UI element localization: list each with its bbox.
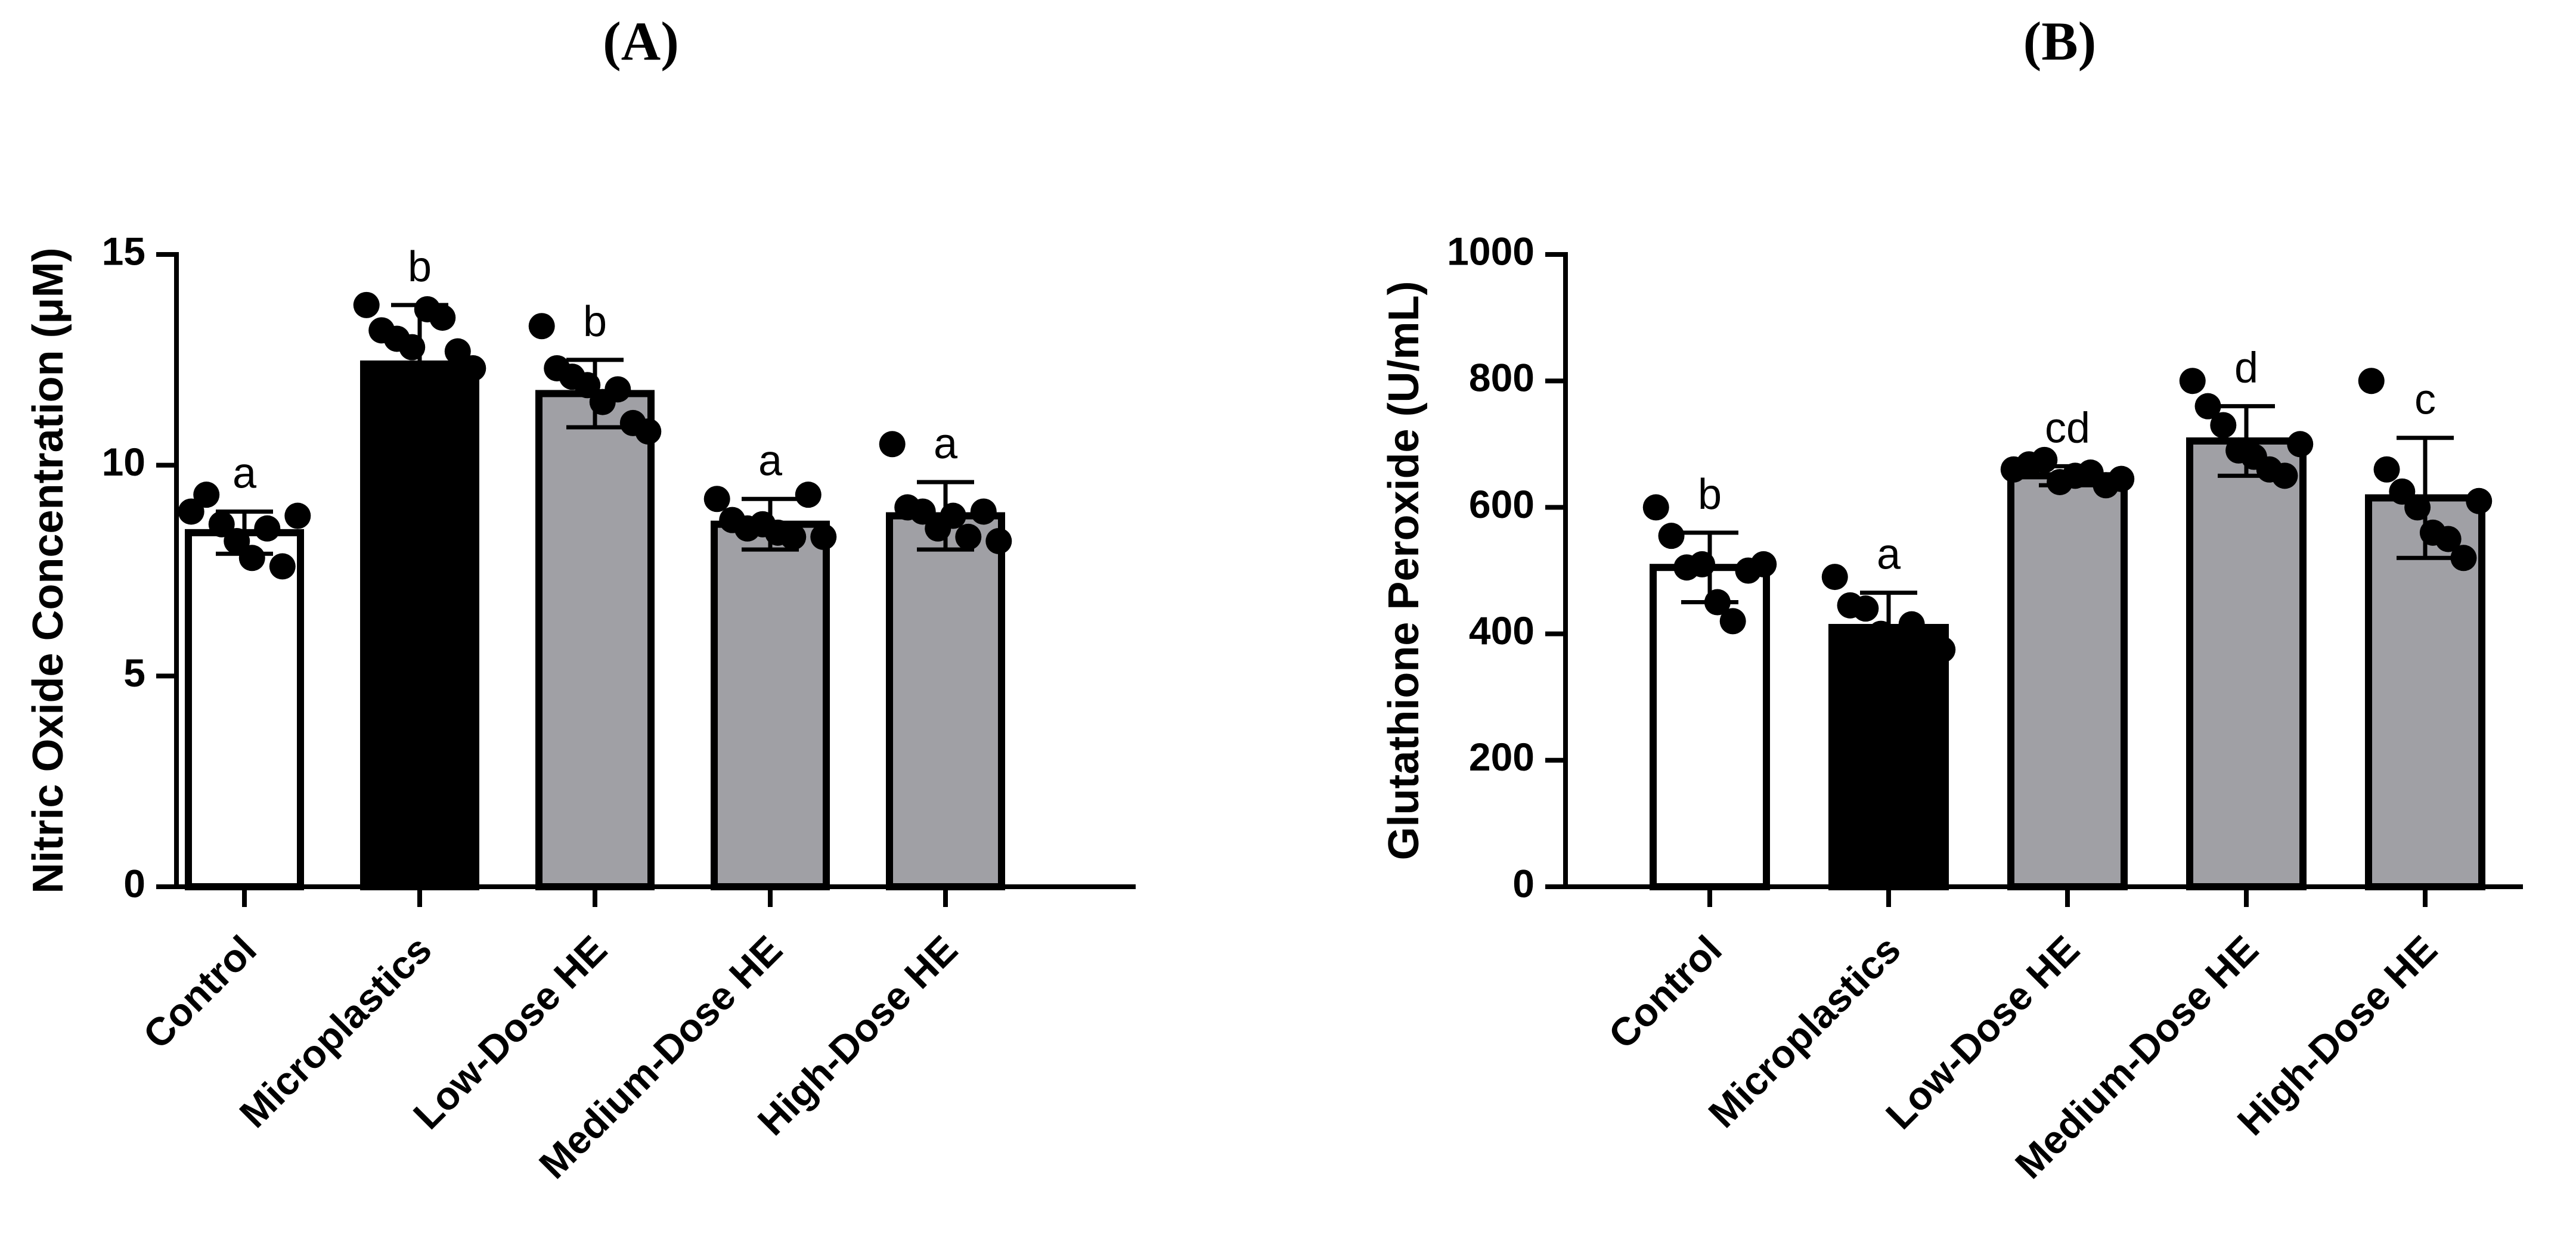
data-point <box>2435 526 2462 552</box>
chart-panel-b: (B) Glutathione Peroxide (U/mL) b Control a M… <box>1380 11 2523 1187</box>
data-point <box>2373 456 2400 483</box>
significance-letter: c <box>2414 376 2436 424</box>
y-tick-label: 5 <box>123 651 145 695</box>
y-tick-label: 15 <box>102 229 145 273</box>
x-tick-label: Control <box>135 927 265 1057</box>
y-tick-label: 400 <box>1469 608 1535 653</box>
bar <box>1828 623 1949 890</box>
data-point <box>703 486 730 512</box>
data-point <box>1658 523 1685 549</box>
y-tick-label: 200 <box>1469 735 1535 779</box>
significance-letter: a <box>758 437 783 484</box>
y-tick-label: 600 <box>1469 482 1535 526</box>
data-point <box>635 418 662 445</box>
data-point <box>810 523 837 550</box>
bar <box>886 512 1005 890</box>
bar <box>2186 437 2307 890</box>
data-point <box>879 431 906 458</box>
bar <box>535 390 655 890</box>
data-point <box>1719 608 1746 635</box>
bar-group-3: cd <box>2000 404 2135 890</box>
data-point <box>1821 564 1848 591</box>
bar <box>2007 472 2128 890</box>
data-point <box>269 553 296 580</box>
data-point <box>970 498 997 525</box>
data-point <box>254 515 281 542</box>
data-point <box>1642 494 1669 521</box>
x-tick-label: Control <box>1600 927 1730 1057</box>
data-point <box>429 305 456 331</box>
data-point <box>444 338 471 365</box>
x-tick-label: Microplastics <box>1700 927 1909 1136</box>
data-point <box>1929 636 1956 663</box>
significance-letter: b <box>408 243 432 291</box>
data-point <box>955 523 982 550</box>
bar-group-2: b <box>353 243 486 890</box>
panel-label: (A) <box>603 11 679 72</box>
data-point <box>193 482 220 508</box>
bar <box>711 520 830 890</box>
bar <box>360 360 479 890</box>
bar-group-2: a <box>1821 531 1956 890</box>
data-point <box>528 313 555 340</box>
chart-panel-a: (A) Nitric Oxide Concentration (μM) a Contr… <box>24 11 1136 1187</box>
data-point <box>353 291 380 318</box>
bar-group-4: a <box>703 437 837 890</box>
y-tick-label: 10 <box>102 440 145 484</box>
data-point <box>2210 412 2237 439</box>
data-point <box>2179 368 2206 395</box>
y-tick-label: 800 <box>1469 356 1535 400</box>
data-point <box>178 498 204 525</box>
significance-letter: b <box>583 298 607 346</box>
data-point <box>605 376 631 403</box>
bar <box>185 529 304 890</box>
bar-group-5: a <box>879 420 1012 890</box>
y-tick-label: 0 <box>1512 861 1535 905</box>
significance-letter: d <box>2234 344 2258 392</box>
data-point <box>2287 431 2314 458</box>
significance-letter: cd <box>2045 404 2090 452</box>
data-point <box>208 511 235 538</box>
data-point <box>1898 611 1925 638</box>
data-point <box>1750 551 1777 577</box>
bar-group-1: b <box>1642 471 1777 890</box>
data-point <box>795 482 822 508</box>
data-point <box>460 355 486 381</box>
bar-group-5: c <box>2358 368 2493 890</box>
data-point <box>2450 545 2477 571</box>
bar-group-3: b <box>528 298 662 890</box>
bar-group-4: d <box>2179 344 2314 890</box>
y-axis-title: Glutathione Peroxide (U/mL) <box>1380 281 1428 860</box>
data-point <box>2271 462 2298 489</box>
y-tick-label: 1000 <box>1447 229 1535 273</box>
data-point <box>985 527 1012 554</box>
y-axis-title: Nitric Oxide Concentration (μM) <box>24 247 72 893</box>
data-point <box>284 502 311 529</box>
data-point <box>2466 487 2493 514</box>
significance-letter: a <box>1877 531 1901 579</box>
bar-group-1: a <box>178 449 311 890</box>
data-point <box>1852 595 1879 622</box>
significance-letter: a <box>233 449 257 497</box>
bar <box>1650 564 1770 890</box>
data-point <box>2194 393 2221 420</box>
y-tick-label: 0 <box>123 861 145 905</box>
data-point <box>2358 368 2385 395</box>
data-point <box>909 498 936 525</box>
data-point <box>2108 465 2135 492</box>
significance-letter: a <box>934 420 958 468</box>
panel-label: (B) <box>2023 11 2097 72</box>
significance-letter: b <box>1698 471 1722 518</box>
data-point <box>780 523 807 550</box>
